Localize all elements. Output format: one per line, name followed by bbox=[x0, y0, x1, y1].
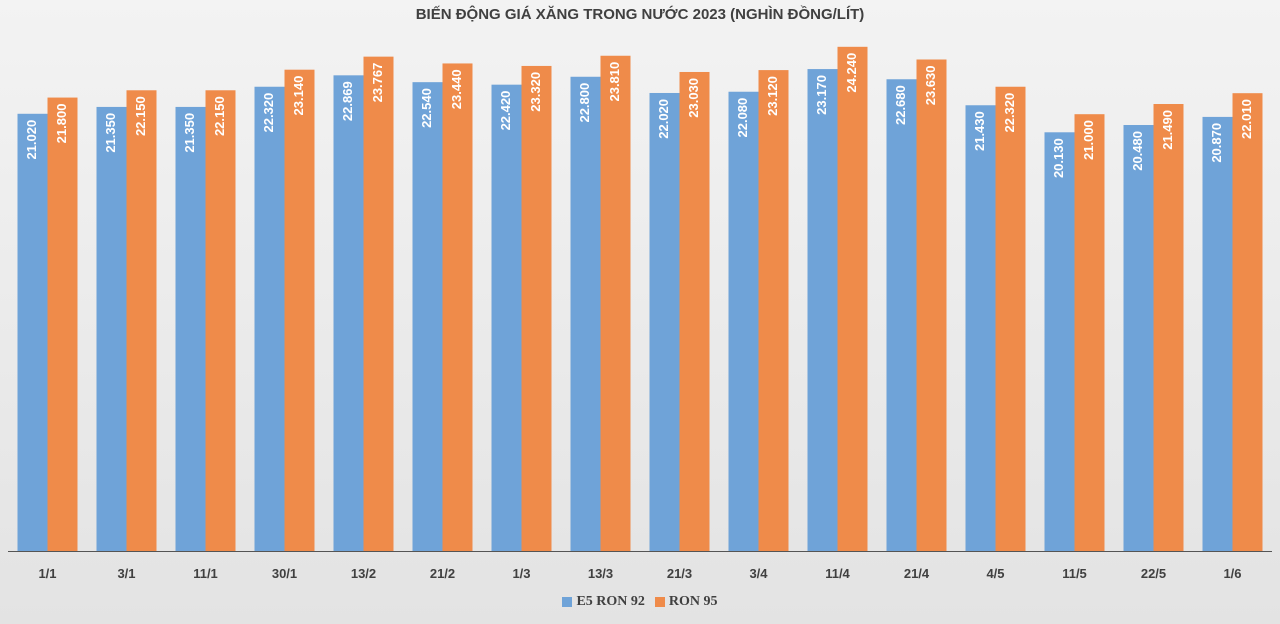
x-tick-label: 4/5 bbox=[986, 566, 1004, 581]
bar-e5 bbox=[333, 75, 364, 551]
x-tick-label: 3/1 bbox=[117, 566, 135, 581]
bar-e5 bbox=[96, 106, 127, 552]
data-label-e5: 23.170 bbox=[814, 75, 829, 115]
data-label-ron95: 23.767 bbox=[370, 63, 385, 103]
data-label-ron95: 22.320 bbox=[1002, 93, 1017, 133]
data-label-ron95: 23.440 bbox=[449, 69, 464, 109]
data-label-e5: 22.080 bbox=[735, 98, 750, 138]
x-tick-label: 11/4 bbox=[825, 566, 850, 581]
bar-ron95 bbox=[1232, 93, 1263, 551]
data-label-e5: 22.800 bbox=[577, 83, 592, 123]
data-label-ron95: 21.490 bbox=[1160, 110, 1175, 150]
x-tick-label: 11/5 bbox=[1062, 566, 1087, 581]
bar-ron95 bbox=[837, 46, 868, 552]
data-label-ron95: 22.150 bbox=[212, 96, 227, 136]
bar-ron95 bbox=[442, 63, 473, 551]
data-label-ron95: 21.800 bbox=[54, 104, 69, 144]
data-label-ron95: 22.150 bbox=[133, 96, 148, 136]
data-label-e5: 22.020 bbox=[656, 99, 671, 139]
bar-e5 bbox=[965, 105, 996, 552]
bar-ron95 bbox=[679, 71, 710, 551]
bar-e5 bbox=[649, 92, 680, 551]
data-label-e5: 22.680 bbox=[893, 85, 908, 125]
bar-e5 bbox=[1123, 125, 1154, 552]
data-label-e5: 22.420 bbox=[498, 91, 513, 131]
bar-e5 bbox=[570, 76, 601, 551]
data-label-e5: 21.020 bbox=[24, 120, 39, 160]
x-tick-label: 11/1 bbox=[193, 566, 218, 581]
x-tick-label: 1/3 bbox=[512, 566, 530, 581]
x-tick-label: 21/2 bbox=[430, 566, 455, 581]
bar-ron95 bbox=[47, 97, 78, 551]
x-tick-label: 1/1 bbox=[38, 566, 56, 581]
bar-ron95 bbox=[126, 90, 157, 551]
x-tick-label: 21/4 bbox=[904, 566, 930, 581]
data-label-ron95: 23.030 bbox=[686, 78, 701, 118]
bar-e5 bbox=[807, 69, 838, 552]
bar-ron95 bbox=[995, 86, 1026, 551]
bar-ron95 bbox=[521, 65, 552, 551]
x-tick-label: 30/1 bbox=[272, 566, 297, 581]
data-label-ron95: 21.000 bbox=[1081, 120, 1096, 160]
data-label-e5: 20.130 bbox=[1051, 138, 1066, 178]
bar-e5 bbox=[728, 91, 759, 552]
data-label-ron95: 23.810 bbox=[607, 62, 622, 102]
x-tick-label: 13/3 bbox=[588, 566, 613, 581]
bar-ron95 bbox=[1153, 104, 1184, 552]
bar-ron95 bbox=[1074, 114, 1105, 551]
legend-item-ron95: RON 95 bbox=[654, 594, 718, 610]
legend-label-e5: E5 RON 92 bbox=[576, 594, 645, 609]
legend-swatch-ron95 bbox=[654, 597, 665, 607]
legend-label-ron95: RON 95 bbox=[668, 594, 718, 609]
bar-e5 bbox=[17, 113, 48, 551]
data-label-ron95: 23.630 bbox=[923, 65, 938, 105]
data-label-e5: 22.869 bbox=[340, 81, 355, 121]
bar-ron95 bbox=[916, 59, 947, 551]
bar-ron95 bbox=[363, 56, 394, 552]
data-label-e5: 21.350 bbox=[182, 113, 197, 153]
bar-e5 bbox=[886, 79, 917, 552]
data-label-e5: 22.540 bbox=[419, 88, 434, 128]
bar-ron95 bbox=[758, 70, 789, 551]
data-label-e5: 21.350 bbox=[103, 113, 118, 153]
data-label-ron95: 22.010 bbox=[1239, 99, 1254, 139]
bar-e5 bbox=[1202, 116, 1233, 552]
data-label-e5: 20.480 bbox=[1130, 131, 1145, 171]
data-label-ron95: 23.140 bbox=[291, 76, 306, 116]
x-tick-label: 21/3 bbox=[667, 566, 692, 581]
x-tick-label: 3/4 bbox=[749, 566, 768, 581]
legend: E5 RON 92 RON 95 bbox=[0, 594, 1280, 610]
chart-title: BIẾN ĐỘNG GIÁ XĂNG TRONG NƯỚC 2023 (NGHÌ… bbox=[415, 6, 865, 23]
legend-swatch-e5 bbox=[562, 597, 573, 607]
x-tick-label: 1/6 bbox=[1223, 566, 1241, 581]
data-label-e5: 20.870 bbox=[1209, 123, 1224, 163]
bar-e5 bbox=[491, 84, 522, 551]
bar-ron95 bbox=[205, 90, 236, 551]
bar-e5 bbox=[1044, 132, 1075, 551]
legend-item-e5: E5 RON 92 bbox=[562, 594, 645, 610]
x-tick-label: 13/2 bbox=[351, 566, 376, 581]
data-label-e5: 22.320 bbox=[261, 93, 276, 133]
data-label-ron95: 23.120 bbox=[765, 76, 780, 116]
data-label-e5: 21.430 bbox=[972, 111, 987, 151]
data-label-ron95: 23.320 bbox=[528, 72, 543, 112]
bar-e5 bbox=[254, 86, 285, 551]
x-tick-label: 22/5 bbox=[1141, 566, 1166, 581]
data-label-ron95: 24.240 bbox=[844, 53, 859, 93]
bar-e5 bbox=[175, 106, 206, 552]
bar-ron95 bbox=[284, 69, 315, 552]
bar-e5 bbox=[412, 82, 443, 551]
bar-ron95 bbox=[600, 55, 631, 551]
